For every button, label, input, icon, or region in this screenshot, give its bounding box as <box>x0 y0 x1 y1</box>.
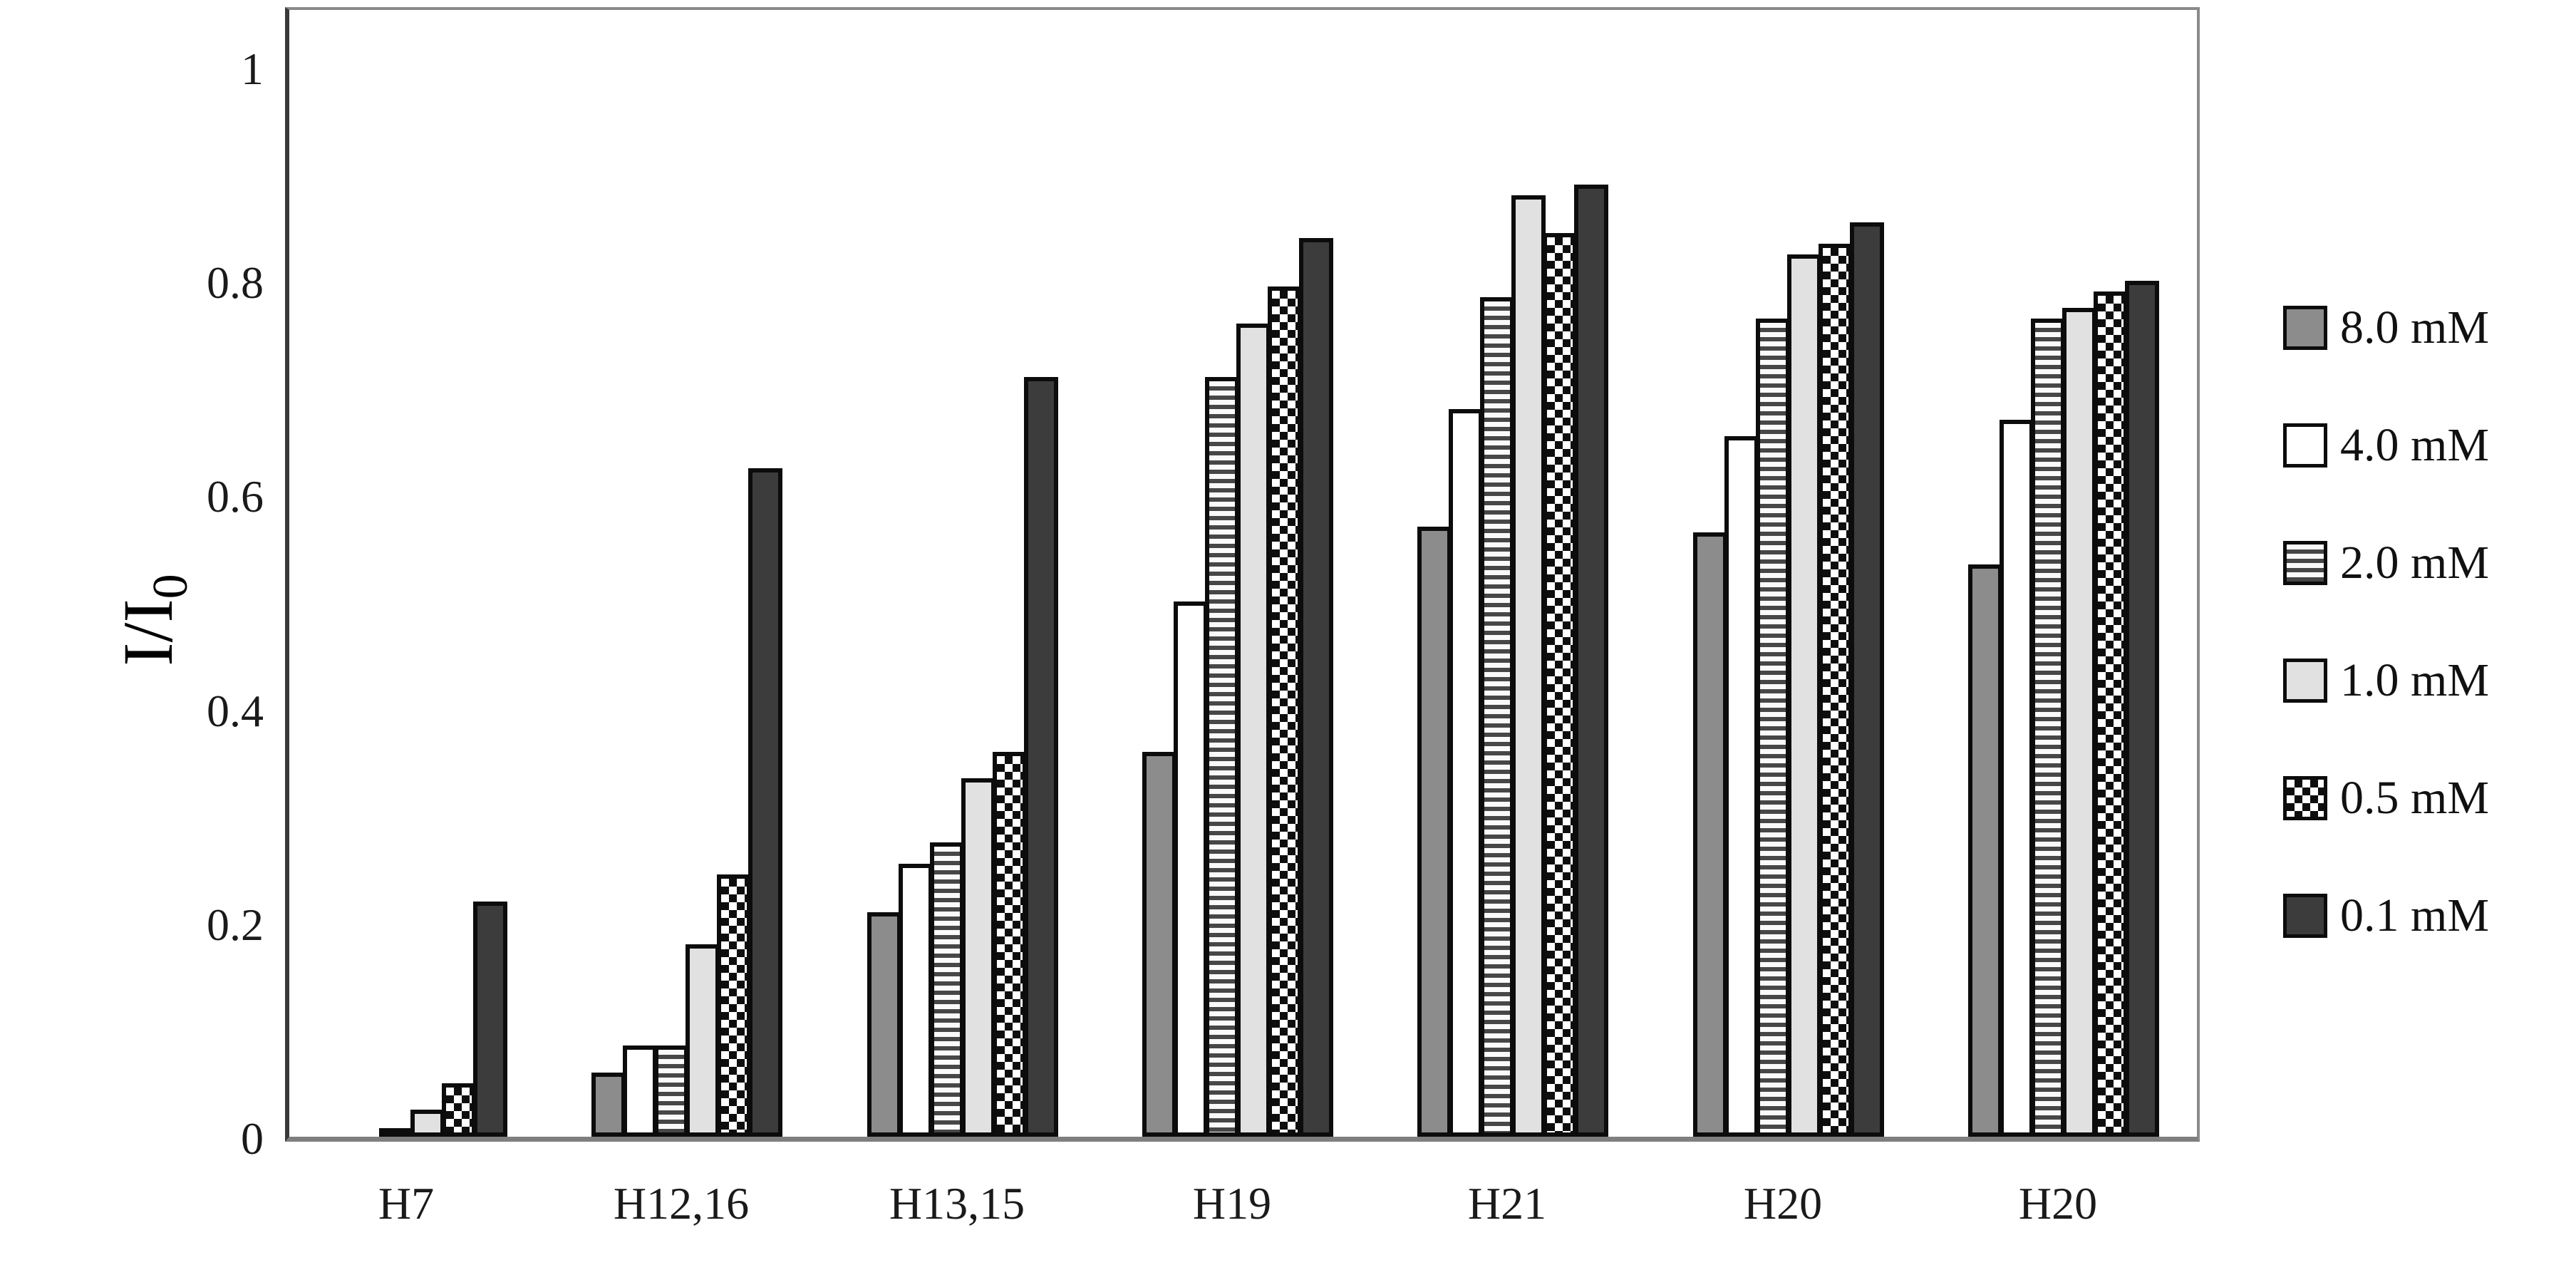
legend-swatch-hstripe-icon <box>2283 541 2327 585</box>
bar-H20-0.5mM <box>1819 244 1853 1137</box>
bar-H20-8.0mM <box>1693 532 1727 1137</box>
legend-label-2.0mM: 2.0 mM <box>2340 537 2490 589</box>
bar-H1216-0.5mM <box>717 874 751 1137</box>
bar-H1315-0.1mM <box>1024 377 1058 1137</box>
bar-H1315-4.0mM <box>899 864 933 1137</box>
legend-label-4.0mM: 4.0 mM <box>2340 419 2490 471</box>
bar-H20-1.0mM <box>2062 308 2096 1137</box>
bar-H20-8.0mM <box>1968 564 2002 1137</box>
bar-H20-1.0mM <box>1787 254 1821 1137</box>
y-axis-title-sub: 0 <box>143 574 198 599</box>
legend-label-0.5mM: 0.5 mM <box>2340 772 2490 824</box>
bar-H20-4.0mM <box>2000 420 2034 1137</box>
bar-H1315-1.0mM <box>961 778 995 1137</box>
bar-H19-4.0mM <box>1174 601 1208 1137</box>
bar-H21-0.5mM <box>1543 233 1577 1137</box>
legend-item-2.0mM: 2.0 mM <box>2283 536 2489 590</box>
bar-H20-2.0mM <box>1756 319 1790 1137</box>
x-category-label-3-H19: H19 <box>1192 1178 1272 1229</box>
bar-H19-2.0mM <box>1205 377 1239 1137</box>
bar-H21-0.1mM <box>1574 185 1608 1137</box>
bar-H20-0.1mM <box>2125 281 2159 1137</box>
bar-H19-1.0mM <box>1236 324 1271 1137</box>
y-tick-label-0.6: 0.6 <box>207 471 264 522</box>
bar-H19-0.1mM <box>1299 238 1333 1137</box>
bar-H21-2.0mM <box>1480 297 1514 1137</box>
bar-H7-0.1mM <box>473 902 507 1137</box>
y-tick-label-1: 1 <box>241 43 264 94</box>
bar-H21-1.0mM <box>1511 195 1546 1137</box>
legend-swatch-lightgray-icon <box>2283 659 2327 703</box>
bar-H20-0.1mM <box>1850 222 1884 1137</box>
bar-H1216-2.0mM <box>654 1045 688 1137</box>
x-category-label-6-H20: H20 <box>2018 1178 2098 1229</box>
legend-item-0.5mM: 0.5 mM <box>2283 771 2489 825</box>
bar-H1216-4.0mM <box>623 1045 657 1137</box>
x-category-label-5-H20: H20 <box>1743 1178 1823 1229</box>
y-tick-label-0.4: 0.4 <box>207 686 264 736</box>
legend-label-0.1mM: 0.1 mM <box>2340 889 2490 941</box>
bar-H7-2.0mM <box>379 1128 413 1137</box>
x-category-label-2-H1315: H13,15 <box>889 1178 1025 1229</box>
y-axis-title-main: I/I <box>108 599 187 666</box>
bar-H20-2.0mM <box>2031 319 2065 1137</box>
legend-swatch-dark-icon <box>2283 894 2327 938</box>
bar-H19-8.0mM <box>1142 752 1176 1137</box>
legend-label-8.0mM: 8.0 mM <box>2340 301 2490 353</box>
bar-H20-0.5mM <box>2094 291 2128 1137</box>
legend-swatch-white-icon <box>2283 423 2327 468</box>
legend-label-1.0mM: 1.0 mM <box>2340 654 2490 706</box>
bar-H1216-0.1mM <box>748 468 782 1137</box>
y-tick-label-0.2: 0.2 <box>207 899 264 950</box>
bar-H1315-8.0mM <box>867 912 901 1137</box>
bar-H1315-0.5mM <box>993 752 1027 1137</box>
y-tick-label-0.8: 0.8 <box>207 257 264 308</box>
bar-H20-4.0mM <box>1724 436 1759 1137</box>
legend-item-0.1mM: 0.1 mM <box>2283 889 2489 943</box>
bar-H7-1.0mM <box>410 1110 445 1137</box>
x-category-label-1-H1216: H12,16 <box>613 1178 750 1229</box>
x-category-label-4-H21: H21 <box>1467 1178 1547 1229</box>
bar-H1216-8.0mM <box>591 1073 626 1137</box>
bar-H7-0.5mM <box>442 1083 476 1137</box>
legend-swatch-checker-icon <box>2283 776 2327 820</box>
legend-swatch-gray-icon <box>2283 306 2327 350</box>
x-category-label-0-H7: H7 <box>378 1178 435 1229</box>
legend-item-8.0mM: 8.0 mM <box>2283 301 2489 355</box>
bar-H1315-2.0mM <box>930 842 964 1137</box>
legend-item-1.0mM: 1.0 mM <box>2283 654 2489 708</box>
bar-H21-8.0mM <box>1417 527 1452 1137</box>
y-tick-label-0: 0 <box>241 1113 264 1164</box>
bar-H21-4.0mM <box>1449 409 1483 1137</box>
bar-H1216-1.0mM <box>686 944 720 1137</box>
legend-item-4.0mM: 4.0 mM <box>2283 418 2489 473</box>
plot-area <box>285 7 2200 1142</box>
bar-H19-0.5mM <box>1268 286 1302 1137</box>
